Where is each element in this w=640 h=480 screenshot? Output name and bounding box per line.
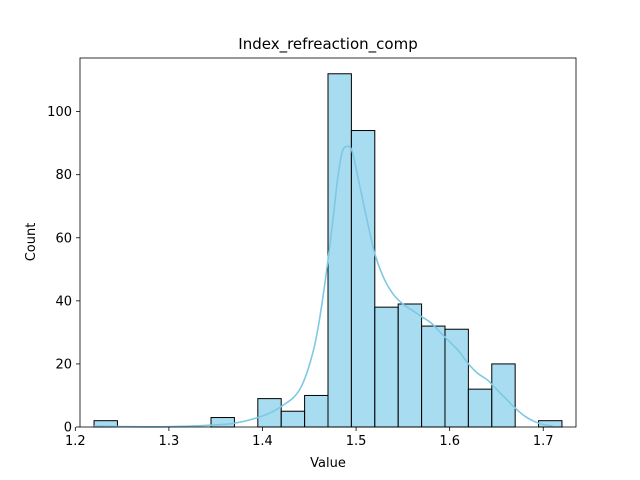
histogram-bar-14 — [421, 325, 446, 428]
histogram-bar-11 — [350, 130, 376, 428]
histogram-bar-13 — [397, 303, 423, 428]
x-axis-label: Value — [310, 456, 346, 471]
x-tick-label-4: 1.6 — [439, 434, 460, 449]
x-ticks-group: 1.2 1.3 1.4 1.5 1.6 1.7 — [65, 427, 554, 449]
histogram-bar-9 — [304, 394, 329, 428]
bars-group — [93, 73, 563, 428]
x-tick-label-5: 1.7 — [533, 434, 554, 449]
y-tick-label-2: 40 — [55, 294, 72, 309]
axes-frame — [79, 57, 577, 428]
y-tick-label-3: 60 — [55, 231, 72, 246]
histogram-bar-12 — [374, 306, 399, 428]
y-ticks-group: 0 20 40 60 80 100 — [47, 105, 80, 436]
y-tick-label-5: 100 — [47, 105, 72, 120]
x-tick-label-2: 1.4 — [252, 434, 273, 449]
histogram-bar-16 — [467, 388, 493, 428]
y-tick-label-1: 20 — [55, 357, 72, 372]
histogram-bar-15 — [444, 328, 469, 428]
x-tick-label-1: 1.3 — [159, 434, 180, 449]
y-axis-label: Count — [24, 223, 39, 262]
x-tick-label-0: 1.2 — [65, 434, 86, 449]
histogram-bar-10 — [327, 73, 352, 428]
y-tick-label-0: 0 — [64, 421, 72, 436]
x-tick-label-3: 1.5 — [346, 434, 367, 449]
kde-line — [94, 145, 553, 428]
y-tick-label-4: 80 — [55, 168, 72, 183]
chart-title: Index_refreaction_comp — [238, 35, 417, 54]
histogram-bar-8 — [280, 410, 306, 428]
